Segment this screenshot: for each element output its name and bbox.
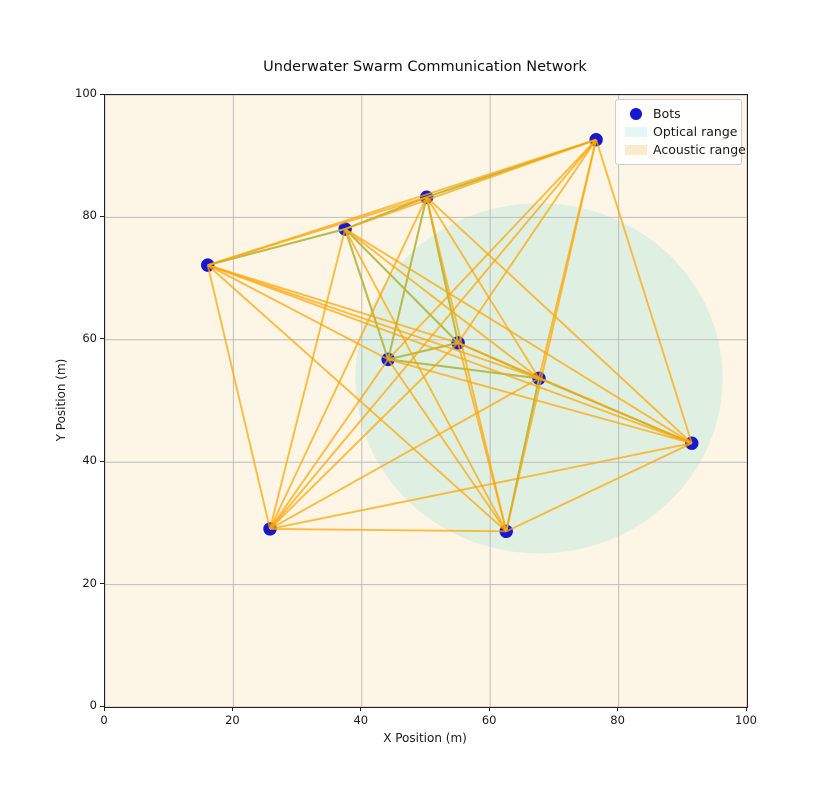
acoustic-link (387, 139, 597, 361)
plot-svg (105, 95, 747, 707)
x-tick-mark (103, 707, 105, 711)
legend-patch-marker (624, 141, 648, 159)
legend-item: Optical range (616, 123, 741, 141)
acoustic-link (538, 377, 693, 445)
y-tick-mark (100, 705, 104, 707)
acoustic-link (269, 228, 347, 530)
legend-item: Acoustic range (616, 141, 746, 159)
legend-dot-marker (624, 105, 648, 123)
x-tick-mark (745, 707, 747, 711)
acoustic-link (269, 139, 597, 530)
legend-label: Acoustic range (653, 142, 746, 157)
acoustic-link (425, 196, 693, 444)
legend-label: Optical range (653, 124, 738, 139)
y-tick-label: 60 (82, 330, 97, 345)
acoustic-link (269, 442, 692, 530)
x-tick-label: 40 (353, 713, 369, 727)
x-tick-mark (360, 707, 362, 711)
x-tick-label: 20 (225, 713, 240, 727)
acoustic-link (505, 139, 598, 532)
acoustic-link (344, 228, 508, 532)
legend-marker-swatch (630, 108, 642, 120)
acoustic-link (457, 342, 508, 532)
acoustic-link (207, 264, 693, 445)
acoustic-link (206, 264, 271, 530)
acoustic-link (269, 342, 459, 530)
x-tick-mark (488, 707, 490, 711)
plot-area: Bots Optical range Acoustic range (104, 94, 748, 708)
x-tick-label: 100 (735, 713, 757, 727)
y-tick-label: 0 (89, 698, 97, 712)
y-tick-label: 100 (75, 86, 97, 100)
x-tick-label: 80 (610, 713, 625, 727)
acoustic-link (207, 138, 597, 267)
y-tick-mark (100, 583, 104, 585)
x-axis-label: X Position (m) (383, 731, 467, 745)
acoustic-link (595, 139, 693, 444)
acoustic-link (457, 139, 597, 344)
acoustic-link (387, 358, 693, 445)
y-tick-label: 80 (82, 208, 97, 223)
y-axis-label: Y Position (m) (54, 358, 68, 442)
legend-item: Bots (616, 105, 741, 123)
acoustic-link (388, 358, 540, 380)
y-tick-mark (100, 460, 104, 462)
legend-patch-marker (624, 123, 648, 141)
x-tick-label: 60 (481, 713, 497, 727)
acoustic-link (344, 228, 459, 344)
acoustic-link (269, 196, 428, 530)
acoustic-link (387, 341, 459, 361)
acoustic-link (505, 378, 540, 532)
y-tick-label: 40 (82, 453, 97, 468)
acoustic-link (207, 228, 346, 267)
acoustic-link (344, 228, 390, 360)
y-tick-mark (100, 93, 104, 95)
x-tick-mark (231, 707, 233, 711)
acoustic-link (426, 138, 597, 199)
legend-marker-swatch (625, 145, 647, 155)
y-tick-mark (100, 338, 104, 340)
acoustic-link (344, 228, 693, 445)
acoustic-link (505, 442, 693, 533)
acoustic-link (425, 196, 540, 379)
y-tick-label: 20 (82, 575, 97, 590)
y-tick-mark (100, 215, 104, 217)
chart-title: Underwater Swarm Communication Network (263, 59, 587, 75)
acoustic-link (387, 358, 508, 532)
acoustic-link (387, 196, 428, 360)
acoustic-link (269, 527, 507, 533)
acoustic-link (269, 377, 540, 530)
x-tick-mark (617, 707, 619, 711)
legend-marker-swatch (625, 127, 647, 137)
legend: Bots Optical range Acoustic range (615, 99, 746, 165)
x-tick-label: 0 (100, 713, 108, 727)
acoustic-link (269, 358, 389, 530)
acoustic-link (207, 264, 507, 533)
acoustic-link (207, 264, 540, 380)
legend-label: Bots (653, 106, 681, 121)
